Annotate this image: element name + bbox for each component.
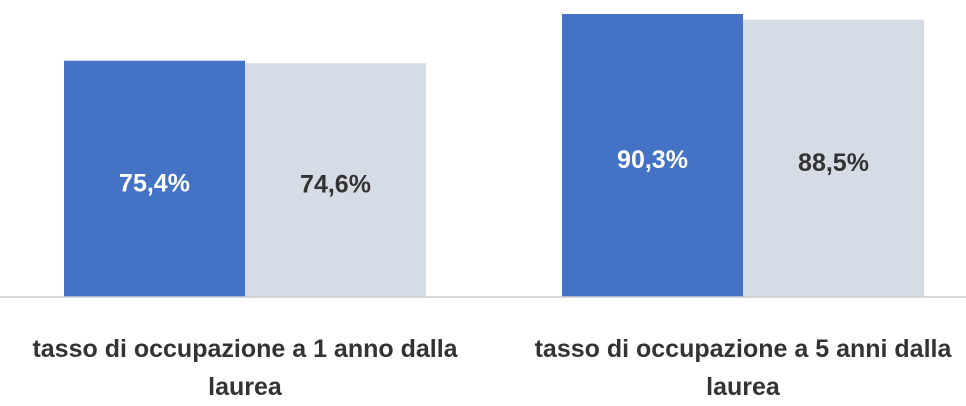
bar <box>64 60 245 298</box>
bar <box>743 19 924 297</box>
value-label: 88,5% <box>798 149 869 177</box>
value-label: 74,6% <box>300 171 371 199</box>
bar <box>562 14 743 297</box>
value-label: 90,3% <box>617 146 688 174</box>
x-tick-label: tasso di occupazione a 5 anni dalla laur… <box>534 335 952 401</box>
bar <box>245 63 426 297</box>
x-tick-label: tasso di occupazione a 1 anno dalla laur… <box>32 335 458 401</box>
value-label: 75,4% <box>119 169 190 197</box>
